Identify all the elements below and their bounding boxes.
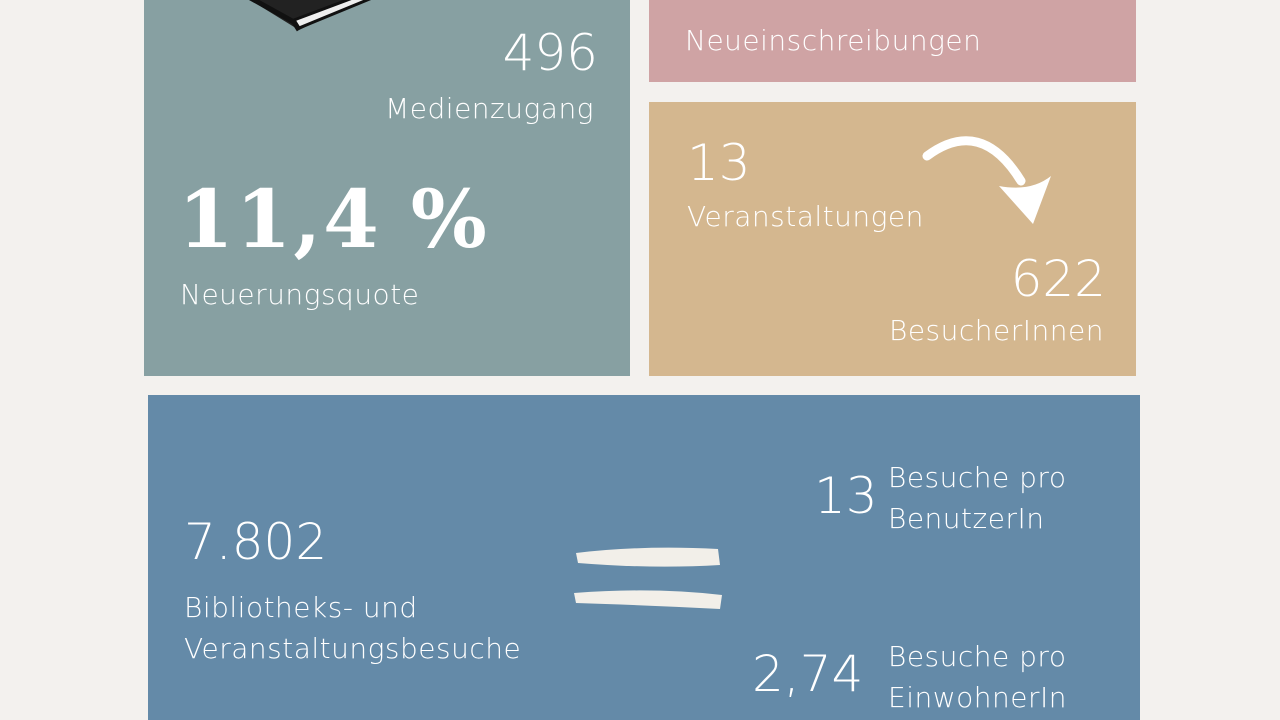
curved-arrow-icon bbox=[922, 136, 1051, 224]
visits-per-user-line2: BenutzerIn bbox=[888, 502, 1045, 535]
visits-per-user-line1: Besuche pro bbox=[888, 461, 1067, 494]
equals-icon bbox=[574, 547, 722, 609]
media-count: 496 bbox=[502, 24, 598, 82]
visits-per-resident-line1: Besuche pro bbox=[888, 640, 1067, 673]
book-stack-icon bbox=[248, 0, 372, 32]
visits-per-resident-value: 2,74 bbox=[752, 645, 864, 703]
renewal-rate-label: Neuerungsquote bbox=[180, 278, 420, 311]
media-box: 496 Medienzugang 11,4 % Neuerungsquote bbox=[144, 0, 630, 376]
visits-label-line1: Bibliotheks- und bbox=[184, 591, 418, 624]
visitors-count: 622 bbox=[1010, 250, 1106, 308]
visits-per-resident-line2: EinwohnerIn bbox=[888, 681, 1067, 714]
visits-box: 7.802 Bibliotheks- und Veranstaltungsbes… bbox=[148, 395, 1140, 720]
visits-count: 7.802 bbox=[184, 513, 328, 571]
registrations-label: Neueinschreibungen bbox=[685, 24, 982, 57]
visits-label-line2: Veranstaltungsbesuche bbox=[184, 632, 522, 665]
media-label: Medienzugang bbox=[385, 92, 594, 125]
events-count: 13 bbox=[687, 134, 751, 192]
visits-per-user-value: 13 bbox=[814, 467, 878, 525]
events-label: Veranstaltungen bbox=[687, 200, 924, 233]
registrations-box: Neueinschreibungen bbox=[649, 0, 1136, 82]
events-box: 13 Veranstaltungen 622 BesucherInnen bbox=[649, 102, 1136, 376]
visitors-label: BesucherInnen bbox=[889, 314, 1104, 347]
renewal-rate: 11,4 % bbox=[178, 172, 489, 266]
